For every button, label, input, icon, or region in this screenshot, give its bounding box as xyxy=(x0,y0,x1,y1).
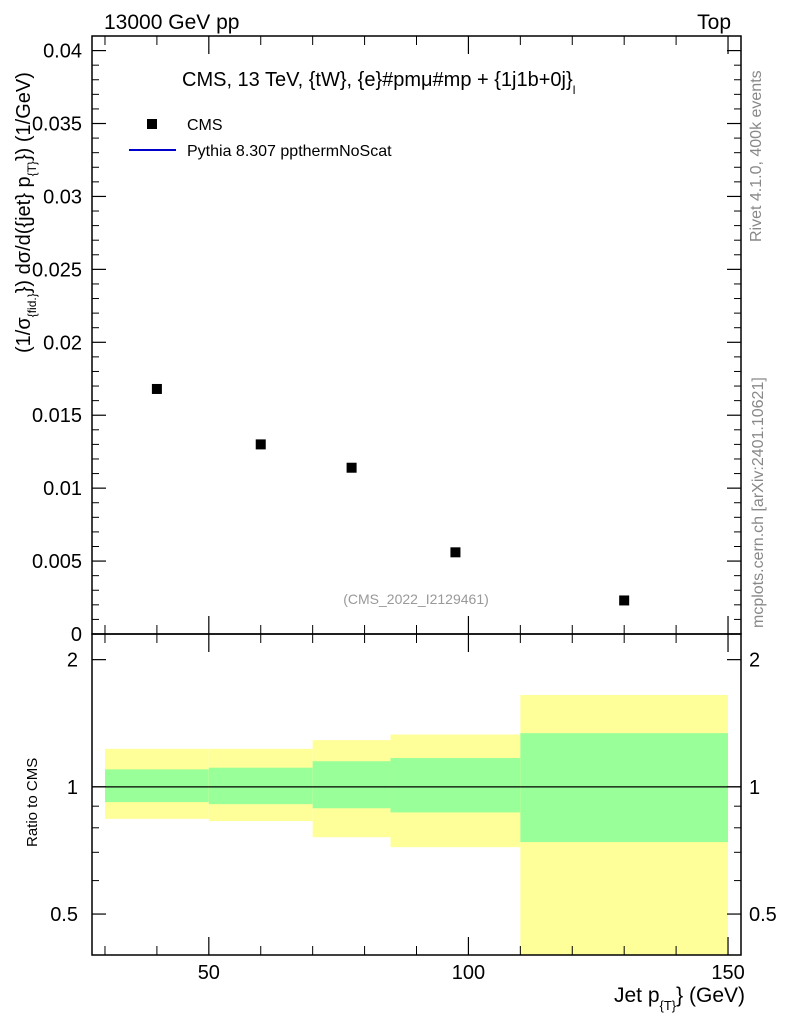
main-y-axis: 0 0.005 0.01 0.015 0.02 0.025 0.03 0.035 0.04 xyxy=(32,41,741,646)
header-right-label: Top xyxy=(697,11,731,34)
ratio-y-tick-label-right: 0.5 xyxy=(749,904,777,926)
ratio-y-axis-label: Ratio to CMS xyxy=(24,758,41,847)
main-y-tick-label: 0.005 xyxy=(32,551,82,573)
ratio-bands xyxy=(104,694,729,955)
ylabel-part-1: (1/σ xyxy=(13,317,35,353)
main-y-tick-label: 0 xyxy=(71,624,82,646)
legend-pythia-label: Pythia 8.307 ppthermNoScat xyxy=(187,143,392,160)
xlabel-part-3: } (GeV) xyxy=(676,984,745,1007)
ylabel-part-4: {T} xyxy=(25,161,39,176)
analysis-watermark: (CMS_2022_I2129461) xyxy=(343,591,489,607)
main-y-tick-label: 0.01 xyxy=(43,478,82,500)
legend: CMS Pythia 8.307 ppthermNoScat xyxy=(129,117,392,160)
ratio-y-tick-label: 2 xyxy=(67,650,78,672)
main-y-tick-label: 0.025 xyxy=(32,259,82,281)
xlabel-part-1: Jet p xyxy=(614,984,660,1007)
main-y-axis-label: (1/σ{fid.}}) dσ/d({jet} p{T}}) (1/GeV) xyxy=(13,72,39,353)
ratio-y-tick-label-right: 1 xyxy=(749,777,760,799)
x-axis-label: Jet p{T}} (GeV) xyxy=(614,984,745,1013)
x-axis: 50 100 150 xyxy=(104,36,745,984)
cms-data-point xyxy=(151,383,162,394)
main-y-tick-label: 0.02 xyxy=(43,332,82,354)
mcplots-label: mcplots.cern.ch [arXiv:2401.10621] xyxy=(750,377,767,628)
main-y-tick-label: 0.015 xyxy=(32,405,82,427)
plot-title: CMS, 13 TeV, {tW}, {e}#pmμ#mp + {1j1b+0j… xyxy=(182,69,575,97)
ratio-band-inner-2 xyxy=(312,761,391,809)
xlabel-part-2: {T} xyxy=(660,998,677,1013)
x-tick-label: 100 xyxy=(452,962,485,984)
ylabel-part-2: {fid.} xyxy=(25,293,39,317)
x-tick-label: 50 xyxy=(198,962,220,984)
ylabel-part-3: }) dσ/d({jet} p xyxy=(13,176,35,293)
ratio-y-axis: 0.5 0.5 1 1 2 2 xyxy=(50,650,777,926)
ylabel-part-5: }) (1/GeV) xyxy=(13,72,35,161)
rivet-version-label: Rivet 4.1.0, 400k events xyxy=(748,70,765,242)
plot-title-suffix: l xyxy=(573,83,576,97)
ratio-y-tick-label: 1 xyxy=(67,777,78,799)
cms-data-point xyxy=(255,439,266,450)
legend-cms-label: CMS xyxy=(187,117,223,134)
legend-cms-marker xyxy=(147,119,157,129)
plot-title-main: CMS, 13 TeV, {tW}, {e}#pmμ#mp + {1j1b+0j… xyxy=(182,69,573,91)
main-y-tick-label: 0.035 xyxy=(32,114,82,136)
ratio-y-tick-label: 0.5 xyxy=(50,904,78,926)
cms-data-points xyxy=(151,383,630,606)
main-y-tick-label: 0.03 xyxy=(43,186,82,208)
main-y-tick-label: 0.04 xyxy=(43,41,82,63)
x-tick-label: 150 xyxy=(711,962,744,984)
header-left-label: 13000 GeV pp xyxy=(104,11,239,34)
cms-data-point xyxy=(346,462,357,473)
ratio-band-inner-1 xyxy=(208,767,313,805)
ratio-band-inner-3 xyxy=(390,758,521,813)
ratio-band-inner-4 xyxy=(520,733,729,843)
cms-data-point xyxy=(619,595,630,606)
ratio-band-inner-0 xyxy=(104,769,209,803)
ratio-y-tick-label-right: 2 xyxy=(749,650,760,672)
cms-data-point xyxy=(450,547,461,558)
